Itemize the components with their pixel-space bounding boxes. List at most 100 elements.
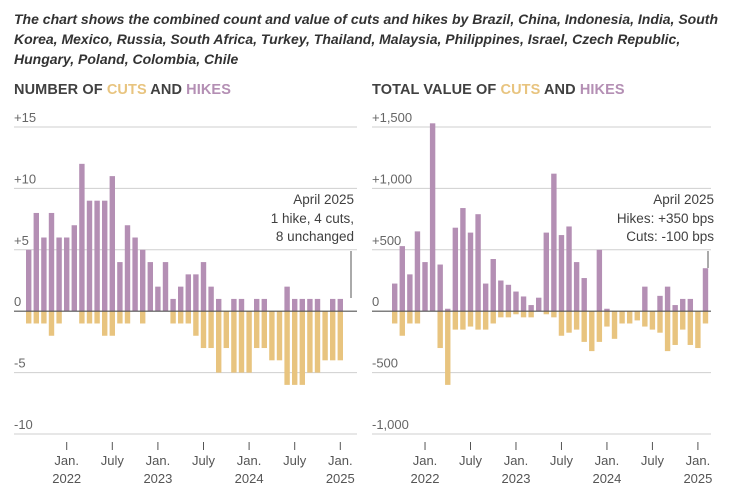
left-hike-bar — [79, 163, 85, 312]
left-cut-bar — [261, 311, 267, 349]
left-cut-bar — [178, 311, 184, 324]
left-hike-bar — [330, 298, 336, 312]
right-cut-bar — [687, 311, 694, 345]
right-hike-bar — [680, 298, 686, 312]
left-hike-bar — [284, 286, 290, 312]
right-x-tick-month: Jan. — [595, 453, 620, 468]
right-x-tick-year: 2022 — [411, 471, 440, 486]
left-x-tick-month: Jan. — [328, 453, 353, 468]
right-cut-bar — [520, 311, 527, 318]
left-x-tick-year: 2022 — [52, 471, 81, 486]
left-hike-bar — [208, 286, 214, 312]
left-cut-bar — [102, 311, 108, 336]
left-hike-bar — [147, 262, 153, 312]
right-hike-bar — [551, 173, 557, 312]
right-title-prefix: TOTAL VALUE OF — [372, 82, 501, 98]
left-x-tick-year: 2024 — [235, 471, 264, 486]
right-x-tick-month: July — [641, 453, 665, 468]
right-cut-bar — [543, 311, 549, 315]
right-cut-bar — [626, 311, 633, 324]
right-cut-bar — [399, 311, 405, 336]
left-hike-bar — [193, 274, 199, 312]
right-hike-bar — [482, 283, 489, 312]
left-hike-bar — [162, 262, 169, 312]
right-cut-bar — [680, 311, 686, 330]
right-cut-bar — [611, 311, 618, 339]
left-hike-bar — [307, 298, 313, 312]
left-hike-bar — [33, 212, 39, 312]
right-hike-bar — [407, 274, 413, 312]
left-cut-bar — [48, 311, 55, 336]
right-hike-bar — [414, 231, 421, 312]
left-hike-bar — [292, 298, 298, 312]
right-y-tick-label: +1,000 — [372, 171, 412, 186]
left-cut-bar — [330, 311, 336, 361]
right-x-tick-year: 2024 — [592, 471, 621, 486]
left-hike-bar — [132, 237, 138, 312]
left-x-tick-year: 2025 — [326, 471, 355, 486]
right-hike-bar — [558, 235, 565, 312]
right-hike-bar — [513, 291, 519, 312]
left-x-tick-month: July — [283, 453, 307, 468]
right-hike-bar — [505, 284, 512, 312]
left-x-tick-year: 2023 — [143, 471, 172, 486]
right-cut-bar — [649, 311, 656, 330]
right-cut-bar — [392, 311, 398, 324]
right-hike-bar — [702, 268, 709, 312]
left-y-tick-label: +5 — [14, 233, 29, 248]
right-cut-bar — [581, 311, 587, 342]
left-hike-bar — [155, 286, 161, 312]
left-hike-bar — [254, 298, 260, 312]
right-cut-bar — [573, 311, 580, 330]
right-hike-bar — [573, 262, 580, 312]
right-x-tick-year: 2023 — [502, 471, 531, 486]
left-title-prefix: NUMBER OF — [14, 82, 107, 98]
left-hike-bar — [102, 200, 108, 312]
right-cut-bar — [672, 311, 678, 345]
right-hike-bar — [392, 283, 398, 312]
right-hike-bar — [498, 280, 504, 312]
right-cut-bar — [452, 311, 459, 330]
right-hike-bar — [399, 246, 405, 312]
right-y-tick-label: +500 — [372, 233, 401, 248]
left-cut-bar — [307, 311, 313, 373]
right-cut-bar — [634, 311, 640, 321]
left-cut-bar — [26, 311, 32, 324]
right-cut-bar — [445, 311, 451, 385]
left-cut-bar — [284, 311, 290, 385]
left-cut-bar — [231, 311, 237, 373]
right-annotation-line: April 2025 — [653, 192, 714, 207]
left-cut-bar — [33, 311, 39, 324]
left-cut-bar — [208, 311, 214, 349]
left-hike-bar — [48, 212, 55, 312]
left-y-tick-label: +15 — [14, 110, 36, 125]
left-annotation-line: April 2025 — [293, 192, 354, 207]
left-x-tick-month: July — [192, 453, 216, 468]
right-hike-bar — [429, 123, 436, 312]
left-hike-bar — [231, 298, 237, 312]
left-y-tick-label: -10 — [14, 417, 33, 432]
right-y-tick-label: -500 — [372, 356, 398, 371]
right-hike-bar — [657, 295, 663, 312]
left-cut-bar — [185, 311, 191, 324]
left-hike-bar — [124, 225, 131, 312]
left-cut-bar — [246, 311, 252, 373]
right-cut-bar — [490, 311, 496, 324]
left-title-cuts: CUTS — [106, 82, 147, 98]
right-cut-bar — [475, 311, 481, 330]
left-hike-bar — [216, 298, 222, 312]
left-hike-bar — [261, 298, 267, 312]
left-y-tick-label: 0 — [14, 294, 21, 309]
left-cut-bar — [79, 311, 85, 324]
right-cut-bar — [498, 311, 504, 318]
left-title-and: AND — [146, 82, 187, 98]
left-cut-bar — [292, 311, 298, 385]
right-cut-bar — [482, 311, 489, 330]
left-cut-bar — [223, 311, 229, 349]
left-cut-bar — [238, 311, 245, 373]
right-y-tick-label: 0 — [372, 294, 379, 309]
left-cut-bar — [86, 311, 93, 324]
left-hike-bar — [86, 200, 93, 312]
right-x-tick-month: July — [550, 453, 574, 468]
